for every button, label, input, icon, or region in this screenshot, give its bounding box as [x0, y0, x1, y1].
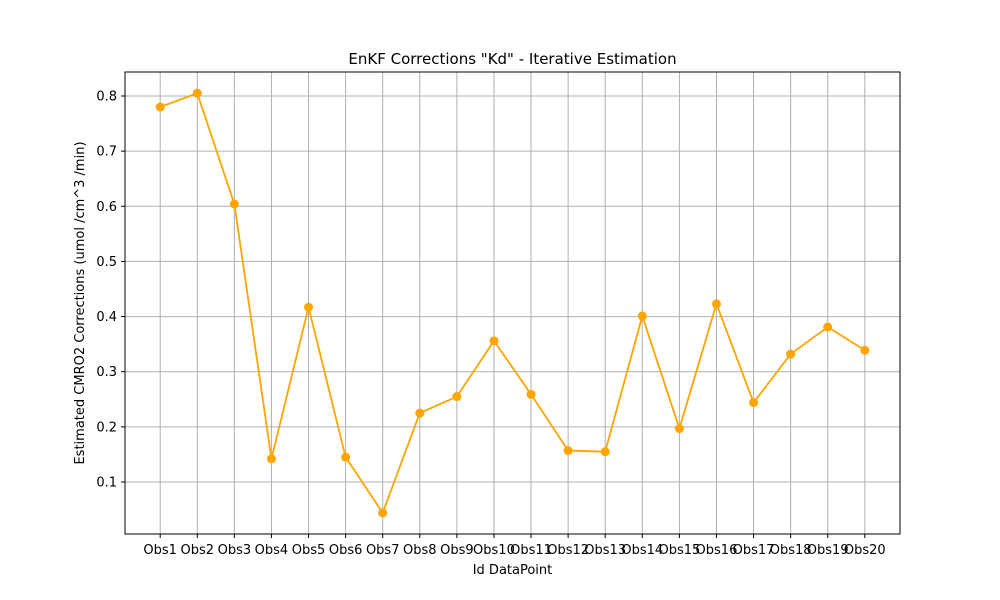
- y-tick-label: 0.7: [96, 145, 117, 160]
- data-point: [452, 392, 462, 402]
- data-point: [823, 322, 833, 332]
- x-tick-label: Obs20: [844, 543, 886, 558]
- data-point: [637, 311, 647, 321]
- x-tick-label: Obs3: [218, 543, 252, 558]
- y-tick-label: 0.4: [96, 310, 117, 325]
- x-tick-label: Obs8: [403, 543, 437, 558]
- grid: [125, 72, 900, 534]
- data-point: [192, 88, 202, 98]
- data-point: [378, 508, 388, 518]
- data-point: [749, 398, 759, 408]
- y-axis-ticks: 0.1 0.2 0.3 0.4 0.5 0.6 0.7 0.8: [96, 89, 125, 490]
- x-tick-label: Obs6: [329, 543, 363, 558]
- data-point: [266, 454, 276, 464]
- y-tick-label: 0.8: [96, 89, 117, 104]
- data-point: [304, 302, 314, 312]
- x-axis-title: Id DataPoint: [473, 563, 553, 578]
- x-tick-label: Obs4: [255, 543, 289, 558]
- data-point: [341, 452, 351, 462]
- x-tick-label: Obs7: [366, 543, 400, 558]
- data-point: [674, 424, 684, 434]
- x-tick-label: Obs17: [733, 543, 775, 558]
- y-tick-label: 0.1: [96, 475, 117, 490]
- x-tick-label: Obs10: [473, 543, 515, 558]
- x-tick-label: Obs16: [696, 543, 738, 558]
- data-point: [711, 299, 721, 309]
- x-tick-label: Obs5: [292, 543, 326, 558]
- y-tick-label: 0.3: [96, 365, 117, 380]
- x-tick-label: Obs11: [510, 543, 552, 558]
- series-orders: [155, 88, 870, 518]
- x-axis-ticks: Obs1 Obs2 Obs3 Obs4 Obs5 Obs6 Obs7 Obs8 Obs9 Obs1…: [143, 534, 886, 558]
- x-tick-label: Obs9: [440, 543, 474, 558]
- plot-frame: [124, 71, 901, 535]
- x-tick-label: Obs2: [181, 543, 215, 558]
- x-tick-label: Obs12: [547, 543, 589, 558]
- data-point: [526, 389, 536, 399]
- x-tick-label: Obs1: [143, 543, 177, 558]
- series-line: [159, 92, 866, 514]
- y-axis-title: Estimated CMRO2 Corrections (umol /cm^3 …: [73, 141, 88, 464]
- chart-title: EnKF Corrections "Kd" - Iterative Estima…: [348, 50, 676, 68]
- y-tick-label: 0.2: [96, 420, 117, 435]
- x-tick-label: Obs19: [807, 543, 849, 558]
- data-point: [229, 199, 239, 209]
- data-point: [489, 336, 499, 346]
- data-point: [155, 102, 165, 112]
- y-tick-label: 0.6: [96, 200, 117, 215]
- x-tick-label: Obs15: [658, 543, 700, 558]
- data-point: [786, 349, 796, 359]
- data-point: [415, 408, 425, 418]
- y-tick-label: 0.5: [96, 255, 117, 270]
- x-tick-label: Obs13: [584, 543, 626, 558]
- x-tick-label: Obs14: [621, 543, 663, 558]
- data-point: [563, 446, 573, 456]
- data-point: [600, 447, 610, 457]
- x-tick-label: Obs18: [770, 543, 812, 558]
- data-point: [860, 345, 870, 355]
